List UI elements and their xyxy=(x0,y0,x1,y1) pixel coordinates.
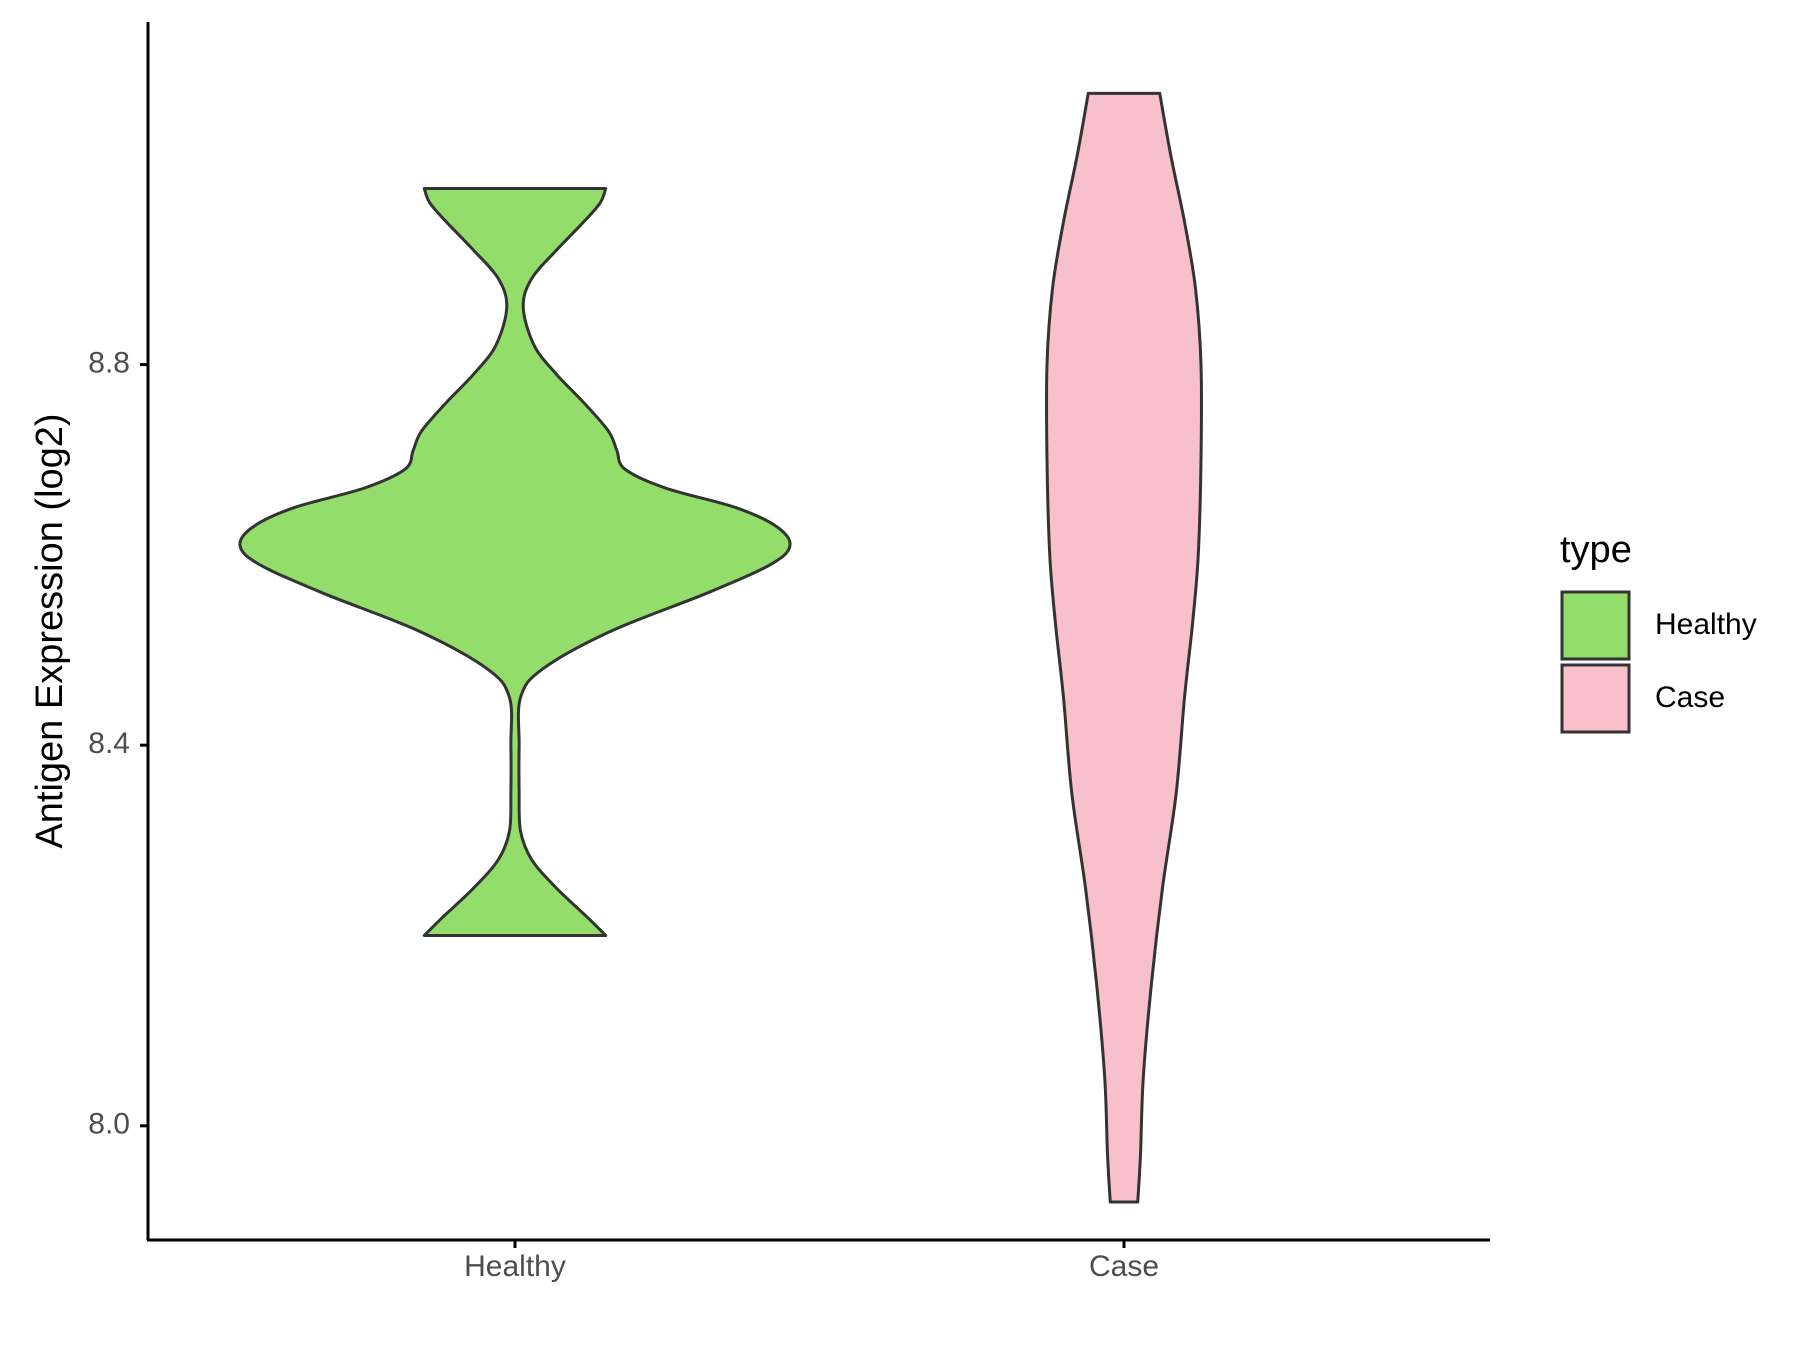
legend-swatch-case xyxy=(1560,663,1631,734)
violin-healthy xyxy=(238,187,792,937)
x-tick-label: Case xyxy=(1089,1250,1159,1283)
legend: type Healthy Case xyxy=(1560,529,1757,734)
x-tick-label: Healthy xyxy=(464,1250,566,1283)
legend-label-healthy: Healthy xyxy=(1655,608,1757,641)
axes: 8.0 8.4 8.8 Healthy Case Antigen Expression… xyxy=(29,22,1490,1283)
x-ticks: Healthy Case xyxy=(464,1240,1159,1283)
violin-case xyxy=(1044,91,1204,1204)
violins xyxy=(238,91,1204,1204)
legend-swatch-healthy xyxy=(1560,590,1631,661)
legend-title: type xyxy=(1560,529,1632,571)
y-tick-label: 8.0 xyxy=(88,1108,130,1141)
legend-label-case: Case xyxy=(1655,681,1725,714)
y-tick-label: 8.8 xyxy=(88,346,130,379)
legend-entries: Healthy Case xyxy=(1560,590,1757,734)
y-tick-label: 8.4 xyxy=(88,727,130,760)
y-ticks: 8.0 8.4 8.8 xyxy=(88,346,148,1141)
y-axis-title: Antigen Expression (log2) xyxy=(29,413,71,848)
